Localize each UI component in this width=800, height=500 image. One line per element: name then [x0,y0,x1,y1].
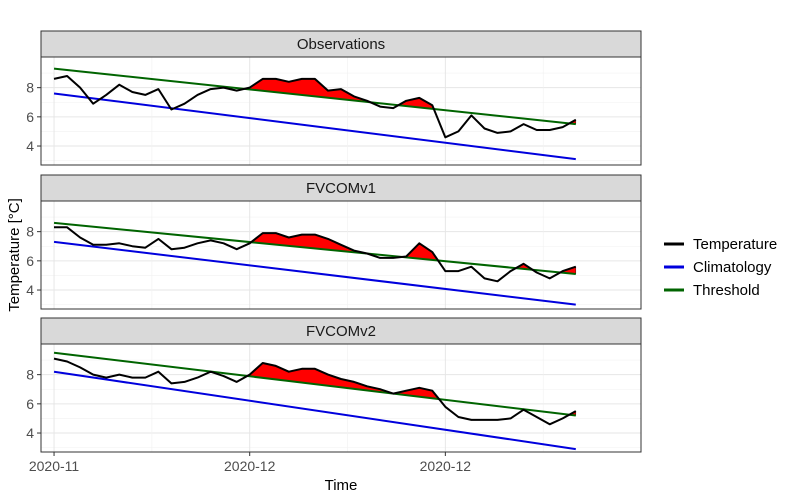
y-tick-label: 8 [26,224,34,240]
legend-item: Temperature [664,236,777,253]
grid [41,57,642,165]
legend-label: Threshold [693,282,760,299]
plot-area [41,201,641,309]
y-tick-label: 4 [26,138,34,154]
legend-label: Climatology [693,259,772,276]
x-axis: 2020-11 2020-12 2020-12 [29,452,471,474]
y-tick-label: 8 [26,367,34,383]
legend-item: Threshold [664,282,760,299]
climatology-line [53,240,576,306]
y-tick-label: 4 [26,282,34,298]
panel-border [40,56,642,166]
y-tick-label: 6 [26,109,34,125]
facet-strip [40,30,642,58]
facet-panel: FVCOMv1 4 6 8 [26,174,642,310]
y-tick-label: 4 [26,425,34,441]
facet-panels: Observations 4 6 8 FVCOMv1 4 6 8 FVCOMv2 4 6 8 [26,30,642,453]
threshold-line [53,67,576,126]
climatology-line [53,92,576,161]
x-axis-label: Time [325,477,358,494]
threshold-line [53,351,576,417]
temperature-line [53,357,577,426]
plot-area [41,344,641,452]
x-tick-label: 2020-12 [224,458,276,474]
threshold-line [53,221,576,275]
x-tick-label: 2020-12 [420,458,472,474]
temperature-line [54,226,577,283]
climatology-line [53,370,576,451]
legend-item: Climatology [664,259,772,276]
facet-panel: Observations 4 6 8 [26,30,642,166]
legend: Temperature Climatology Threshold [664,236,777,299]
facet-strip [40,174,642,202]
panel-border [40,200,642,310]
y-tick-label: 6 [26,396,34,412]
y-tick-label: 6 [26,253,34,269]
x-tick-label: 2020-11 [29,458,80,474]
facet-strip [40,317,642,345]
panel-border [40,343,642,453]
facet-panel: FVCOMv2 4 6 8 [26,317,642,453]
grid [41,344,642,452]
facet-title: FVCOMv1 [306,180,376,197]
plot-area [41,57,641,165]
facet-title: FVCOMv2 [306,323,376,340]
y-tick-label: 8 [26,80,34,96]
legend-label: Temperature [693,236,777,253]
y-axis-label: Temperature [°C] [6,198,23,312]
facet-title: Observations [297,36,385,53]
temperature-line [53,75,577,139]
